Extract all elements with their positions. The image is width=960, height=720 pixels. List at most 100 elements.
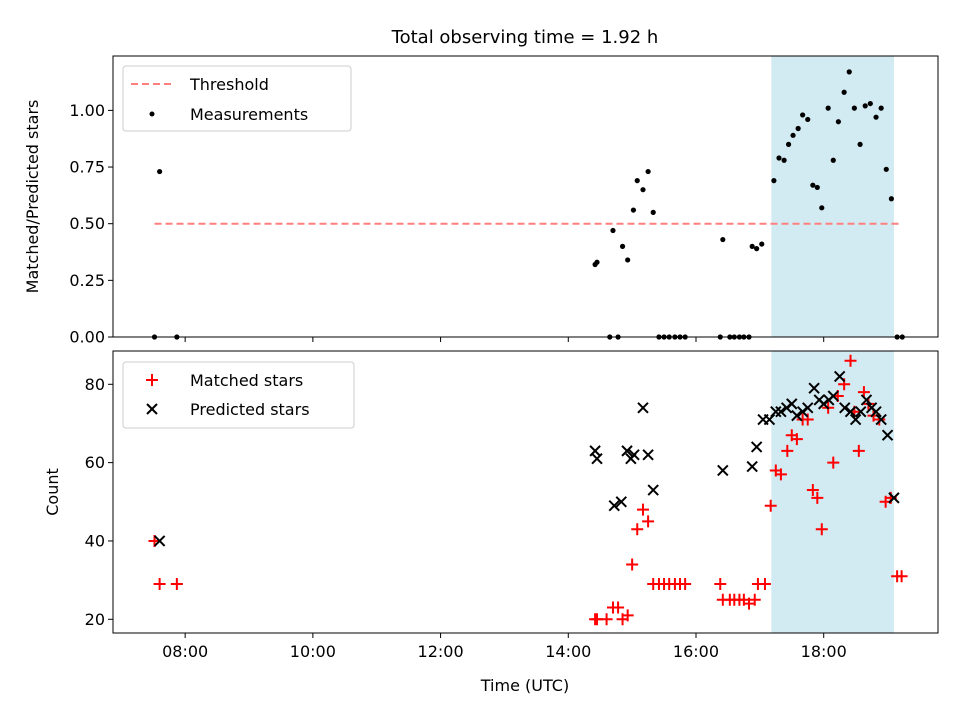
- predicted-stars-point: [621, 445, 633, 457]
- predicted-stars-point: [153, 535, 166, 547]
- predicted-stars-point: [881, 429, 894, 441]
- ratio-shaded-interval: [771, 56, 894, 337]
- legend-matched-label: Matched stars: [190, 371, 303, 390]
- measurements-point: [785, 141, 792, 147]
- predicted-stars-point: [802, 402, 814, 414]
- legend-predicted-label: Predicted stars: [190, 400, 310, 419]
- y-tick-label: 1.00: [69, 101, 105, 120]
- measurements-point: [867, 100, 873, 107]
- matched-stars-point: [642, 515, 655, 528]
- y-tick-label: 60: [85, 453, 105, 472]
- measurements-point: [857, 141, 863, 147]
- matched-stars-point: [631, 523, 644, 536]
- measurements-point: [814, 184, 820, 191]
- measurements-point: [625, 257, 631, 263]
- matched-stars-point: [852, 444, 865, 457]
- matched-stars-point: [758, 578, 771, 591]
- measurements-point: [830, 157, 836, 163]
- measurements-point: [846, 69, 852, 75]
- ratio-y-axis-label: Matched/Predicted stars: [23, 100, 42, 294]
- predicted-stars-point: [844, 406, 857, 418]
- measurements-point: [825, 105, 831, 111]
- matched-stars-point: [612, 601, 625, 614]
- predicted-stars-point: [615, 496, 627, 508]
- measurements-point: [790, 132, 796, 138]
- measurements-point: [630, 207, 637, 213]
- matched-stars-point: [153, 578, 166, 591]
- predicted-stars-point: [750, 441, 763, 453]
- predicted-stars-point: [637, 402, 649, 414]
- y-tick-label: 20: [85, 610, 105, 629]
- y-tick-label: 0.50: [69, 214, 105, 233]
- y-tick-label: 0.75: [69, 158, 105, 177]
- count-ticks: 20 40 60 80 08:00 10:00 12:00 14:00 16:00 18:00: [85, 375, 847, 661]
- predicted-stars-point: [791, 409, 803, 422]
- matched-stars-point: [714, 578, 727, 591]
- predicted-stars-point: [775, 406, 787, 418]
- x-tick-label: 12:00: [418, 642, 464, 661]
- matched-stars-point: [811, 491, 824, 504]
- matched-stars-point: [806, 484, 819, 497]
- measurements-point: [862, 103, 868, 109]
- predicted-stars-point: [839, 402, 851, 414]
- matched-stars-point: [774, 468, 787, 481]
- matched-stars-point: [170, 578, 183, 591]
- matched-stars-point: [636, 503, 649, 516]
- measurements-point: [835, 119, 841, 125]
- matched-stars-point: [621, 609, 634, 622]
- measurements-point: [754, 246, 760, 252]
- predicted-stars-point: [786, 398, 798, 410]
- matched-stars-point: [790, 433, 803, 446]
- legend-matched-swatch: [146, 374, 158, 386]
- predicted-stars-point: [855, 406, 867, 418]
- measurements-point: [645, 168, 651, 175]
- measurements-point: [749, 243, 755, 249]
- measurements-point: [610, 227, 616, 234]
- measurements-point: [634, 178, 640, 184]
- matched-stars-point: [827, 456, 840, 469]
- ratio-ticks: 0.00 0.25 0.50 0.75 1.00: [69, 101, 825, 347]
- legend-threshold-label: Threshold: [189, 75, 269, 94]
- x-tick-label: 10:00: [290, 642, 336, 661]
- measurements-point: [619, 243, 626, 249]
- y-tick-label: 40: [85, 531, 105, 550]
- predicted-stars-point: [763, 413, 776, 426]
- measurements-point: [851, 105, 857, 111]
- matched-stars-point: [844, 354, 857, 367]
- measurements-point: [781, 157, 787, 163]
- predicted-stars-point: [849, 413, 862, 426]
- legend-measurements-swatch: [149, 111, 155, 117]
- predicted-stars-point: [833, 370, 846, 383]
- x-tick-label: 16:00: [673, 642, 719, 661]
- predicted-stars-point: [827, 390, 839, 402]
- predicted-stars-point: [642, 449, 654, 461]
- measurements-point: [759, 241, 765, 247]
- x-tick-label: 18:00: [801, 642, 847, 661]
- matched-stars-point: [895, 570, 908, 583]
- y-tick-label: 0.25: [69, 271, 105, 290]
- matched-stars-point: [626, 558, 639, 571]
- count-legend: Matched stars Predicted stars: [122, 361, 355, 429]
- predicted-stars-point: [647, 484, 659, 496]
- measurements-point: [776, 155, 782, 161]
- measurements-point: [800, 112, 806, 118]
- predicted-stars-point: [860, 394, 873, 406]
- count-legend-box: [122, 361, 355, 429]
- measurements-point: [594, 259, 600, 265]
- measurements-point: [810, 182, 816, 188]
- x-tick-label: 14:00: [545, 642, 591, 661]
- measurements-point: [720, 236, 726, 243]
- measurements-point: [805, 116, 811, 123]
- predicted-stars-point: [591, 453, 603, 465]
- measurements-point: [819, 205, 825, 211]
- matched-stars-point: [815, 523, 828, 536]
- count-axes-frame: [112, 350, 939, 634]
- legend-predicted-swatch: [146, 403, 158, 415]
- ratio-legend: Threshold Measurements: [122, 65, 352, 132]
- predicted-stars-point: [888, 492, 900, 504]
- measurements-point: [878, 105, 884, 111]
- y-tick-label: 0.00: [69, 328, 105, 347]
- matched-stars-point: [764, 499, 777, 512]
- measurements-point: [640, 187, 646, 193]
